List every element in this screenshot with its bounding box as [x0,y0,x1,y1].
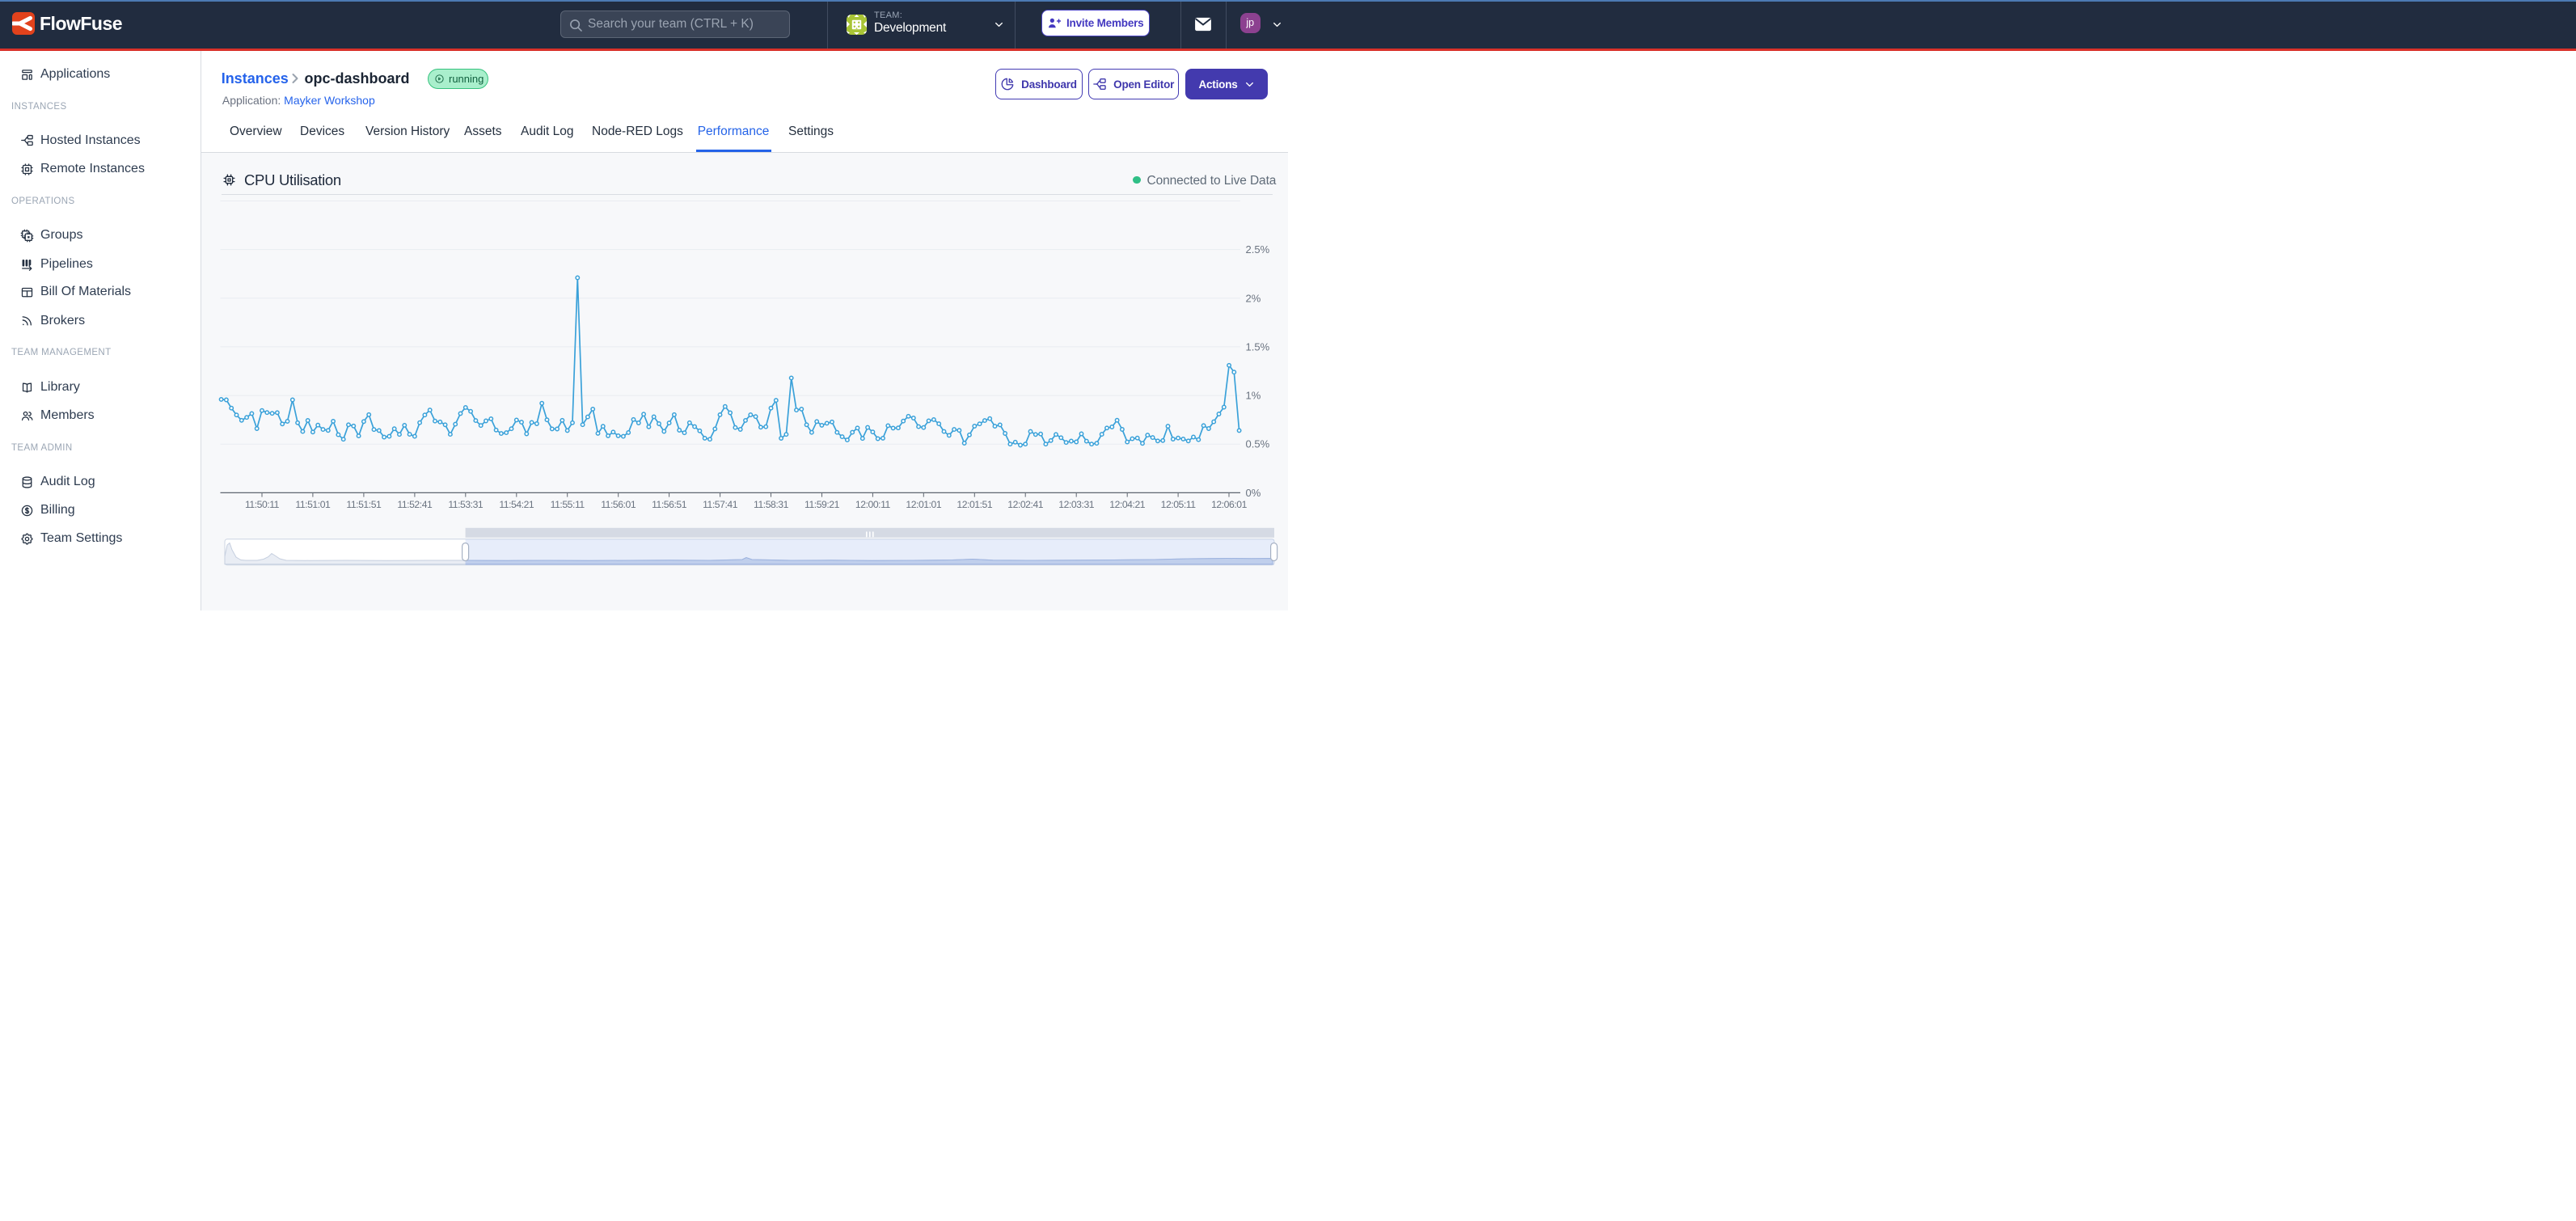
svg-text:12:01:01: 12:01:01 [906,499,942,510]
svg-text:1%: 1% [1246,390,1261,402]
svg-text:11:56:51: 11:56:51 [652,499,687,510]
svg-text:0%: 0% [1246,487,1261,499]
svg-text:11:52:41: 11:52:41 [397,499,433,510]
svg-text:12:06:01: 12:06:01 [1211,499,1248,510]
svg-text:11:50:11: 11:50:11 [245,499,280,510]
svg-text:11:54:21: 11:54:21 [499,499,534,510]
svg-text:1.5%: 1.5% [1246,340,1270,353]
svg-text:12:03:31: 12:03:31 [1058,499,1095,510]
svg-text:11:58:31: 11:58:31 [754,499,789,510]
svg-text:11:57:41: 11:57:41 [703,499,738,510]
svg-text:12:02:41: 12:02:41 [1007,499,1044,510]
svg-text:2%: 2% [1246,292,1261,304]
svg-text:11:55:11: 11:55:11 [551,499,585,510]
svg-text:11:51:01: 11:51:01 [295,499,331,510]
svg-text:0.5%: 0.5% [1246,438,1270,450]
svg-text:12:00:11: 12:00:11 [855,499,891,510]
svg-text:12:04:21: 12:04:21 [1109,499,1146,510]
svg-text:2.5%: 2.5% [1246,243,1270,256]
svg-text:11:56:01: 11:56:01 [601,499,636,510]
svg-text:12:05:11: 12:05:11 [1161,499,1197,510]
svg-text:11:59:21: 11:59:21 [804,499,840,510]
svg-text:11:51:51: 11:51:51 [346,499,382,510]
svg-text:12:01:51: 12:01:51 [956,499,993,510]
svg-text:11:53:31: 11:53:31 [448,499,484,510]
